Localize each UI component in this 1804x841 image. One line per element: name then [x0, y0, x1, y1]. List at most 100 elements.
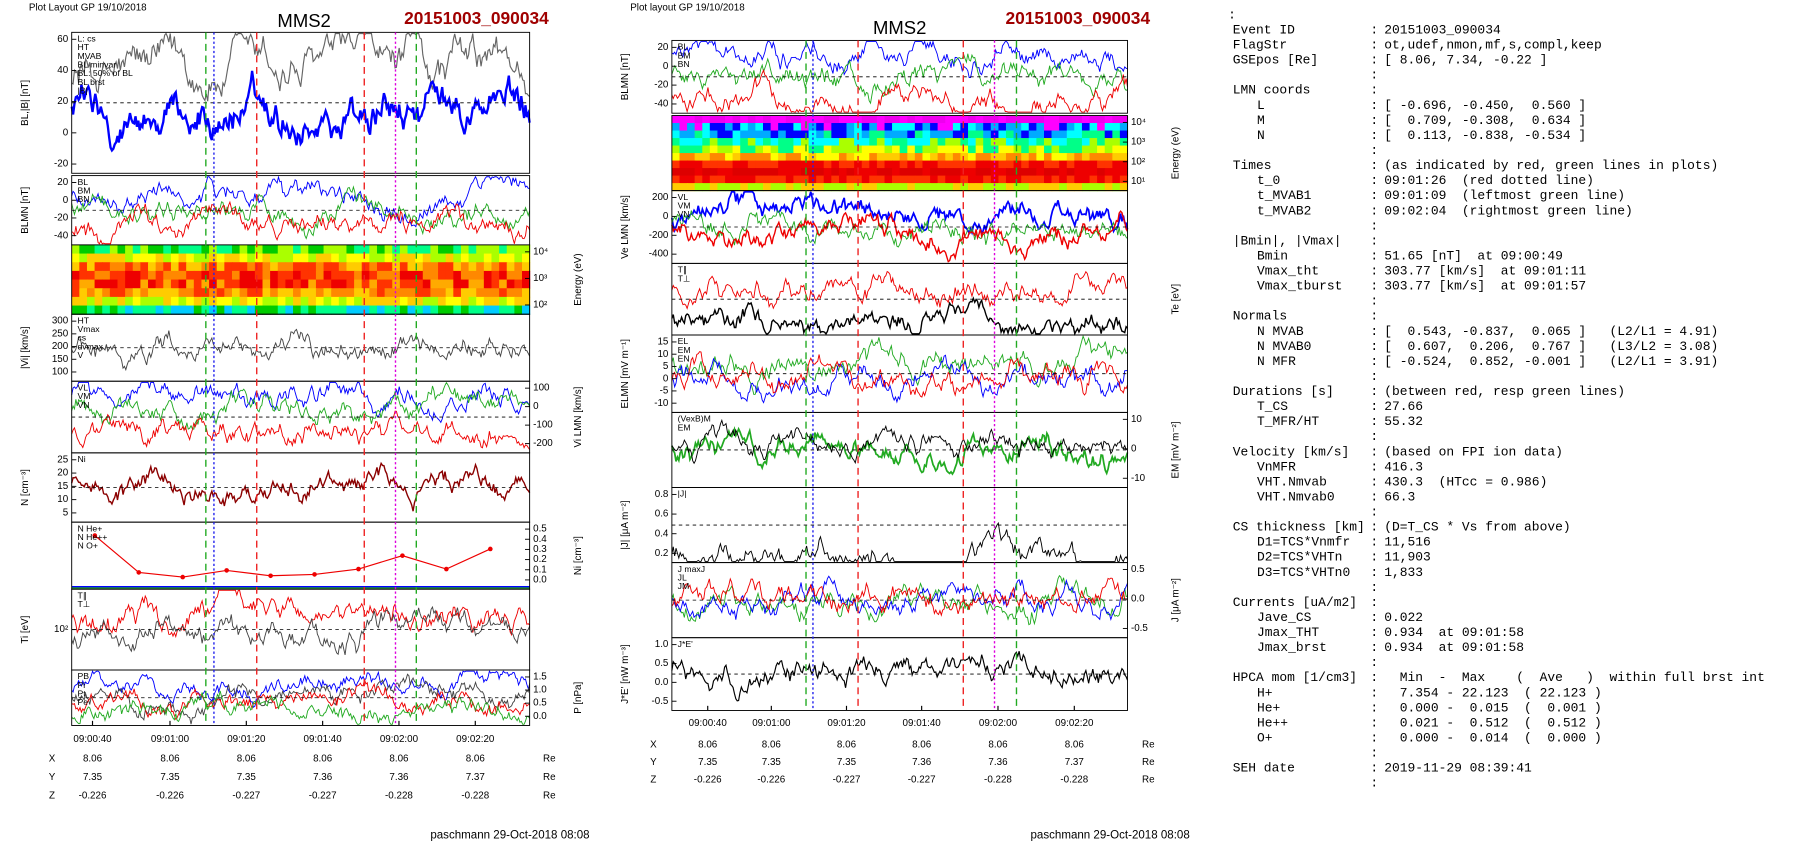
summary-value: 416.3 — [1384, 459, 1423, 474]
spectrogram-cell — [778, 130, 787, 139]
spectrogram-cell — [861, 160, 870, 169]
spectrogram-cell — [293, 253, 302, 263]
spectrogram-cell — [1066, 175, 1075, 184]
x-tick-label: 09:02:20 — [456, 734, 495, 745]
separator: : — [1370, 248, 1378, 263]
spectrogram-cell — [392, 244, 401, 255]
y-tick-label: 0.1 — [533, 564, 547, 575]
summary-value: [ -0.696, -0.450, 0.560 ] — [1384, 98, 1586, 113]
y-tick-label: -10 — [1131, 473, 1146, 484]
spectrogram-cell — [94, 262, 103, 272]
spectrogram-cell — [1051, 138, 1060, 147]
spectrogram-cell — [694, 175, 703, 184]
spectrogram-cell — [293, 244, 302, 255]
trace — [71, 673, 531, 725]
separator: : — [1370, 218, 1378, 233]
spectrogram-cell — [960, 160, 969, 169]
spectrogram-cell — [785, 160, 794, 169]
spectrogram-cell — [338, 305, 348, 315]
separator: : — [1370, 339, 1378, 354]
spectrogram-cell — [823, 115, 832, 124]
spectrogram-cell — [514, 288, 523, 298]
spectrogram-cell — [1097, 115, 1106, 124]
spectrogram-cell — [354, 262, 363, 272]
spectrogram-cell — [186, 296, 195, 307]
spectrogram-cell — [831, 175, 840, 184]
spectrogram-cell — [983, 138, 992, 147]
spectrogram-cell — [907, 130, 916, 139]
summary-value: 09:01:09 (leftmost green line) — [1384, 188, 1625, 203]
spectrogram-cell — [831, 130, 840, 139]
legend-entry: T⊥ — [77, 599, 90, 609]
summary-label: Bmin — [1257, 248, 1288, 263]
spectrogram-cell — [1081, 168, 1091, 177]
y-tick-label: -400 — [649, 249, 669, 260]
spectrogram-cell — [846, 130, 855, 139]
spectrogram-cell — [725, 168, 734, 177]
spectrogram-cell — [778, 115, 787, 124]
summary-label: Currents [uA/m2] — [1233, 595, 1357, 610]
spectrogram-cell — [483, 279, 493, 289]
spectrogram-cell — [952, 115, 962, 124]
spectrogram-cell — [193, 270, 203, 281]
spectrogram-cell — [968, 115, 977, 124]
spectrogram-cell — [1089, 123, 1098, 132]
y-axis-label: Ti [eV] — [20, 615, 31, 643]
spectrogram-cell — [998, 123, 1007, 132]
spectrogram-cell — [869, 145, 878, 154]
spectrogram-cell — [178, 244, 187, 255]
spectrogram-cell — [907, 183, 916, 192]
legend-entry: Pt — [77, 689, 86, 699]
spectrogram-cell — [522, 262, 531, 272]
legend-entry: cs — [77, 333, 86, 343]
summary-label: He++ — [1257, 715, 1288, 730]
position-value: 8.06 — [313, 754, 333, 765]
position-label: X — [650, 740, 657, 751]
summary-value: 09:02:04 (rightmost green line) — [1384, 203, 1633, 218]
separator: : — [1370, 23, 1378, 38]
spectrogram-cell — [846, 145, 855, 154]
spectrogram-cell — [998, 175, 1007, 184]
summary-label: t_0 — [1257, 173, 1280, 188]
spectrogram-cell — [702, 123, 711, 132]
spectrogram-cell — [937, 130, 946, 139]
spectrogram-cell — [770, 168, 779, 177]
position-label: Y — [650, 757, 657, 768]
spectrogram-cell — [506, 270, 515, 281]
spectrogram-cell — [778, 153, 787, 162]
spectrogram-cell — [1059, 175, 1068, 184]
spectrogram-cell — [1036, 160, 1045, 169]
spectrogram-cell — [476, 253, 485, 263]
spectrogram-cell — [285, 288, 294, 298]
spectrogram-cell — [415, 253, 424, 263]
spectrogram-cell — [79, 296, 88, 307]
y-tick-label: 20 — [57, 177, 68, 188]
y-tick-label: 10 — [1131, 414, 1142, 425]
separator: : — [1370, 459, 1378, 474]
spectrogram-cell — [914, 168, 924, 177]
spectrogram-cell — [687, 138, 696, 147]
spectrogram-cell — [732, 153, 741, 162]
legend-entry: EN — [678, 354, 690, 364]
legend-entry: T⊥ — [678, 273, 691, 283]
legend-entry: BL — [678, 42, 689, 52]
summary-value: [ 8.06, 7.34, -0.22 ] — [1384, 53, 1547, 68]
y-tick-label: 200 — [652, 192, 669, 203]
spectrogram-cell — [800, 123, 810, 132]
summary-label: t_MVAB1 — [1257, 188, 1312, 203]
spectrogram-cell — [861, 175, 870, 184]
spectrogram-cell — [71, 253, 80, 263]
spectrogram-cell — [679, 183, 688, 192]
spectrogram-cell — [338, 279, 348, 289]
spectrogram-cell — [300, 305, 309, 315]
spectrogram-cell — [725, 175, 734, 184]
spectrogram-cell — [491, 244, 500, 255]
spectrogram-cell — [1066, 183, 1075, 192]
spectrogram-cell — [407, 262, 416, 272]
spectrogram-cell — [892, 130, 901, 139]
position-value: 7.36 — [389, 772, 409, 783]
legend-entry: N O+ — [77, 541, 97, 551]
spectrogram-cell — [747, 183, 757, 192]
summary-value: ot,udef,nmon,mf,s,compl,keep — [1384, 38, 1602, 53]
spectrogram-cell — [717, 115, 726, 124]
